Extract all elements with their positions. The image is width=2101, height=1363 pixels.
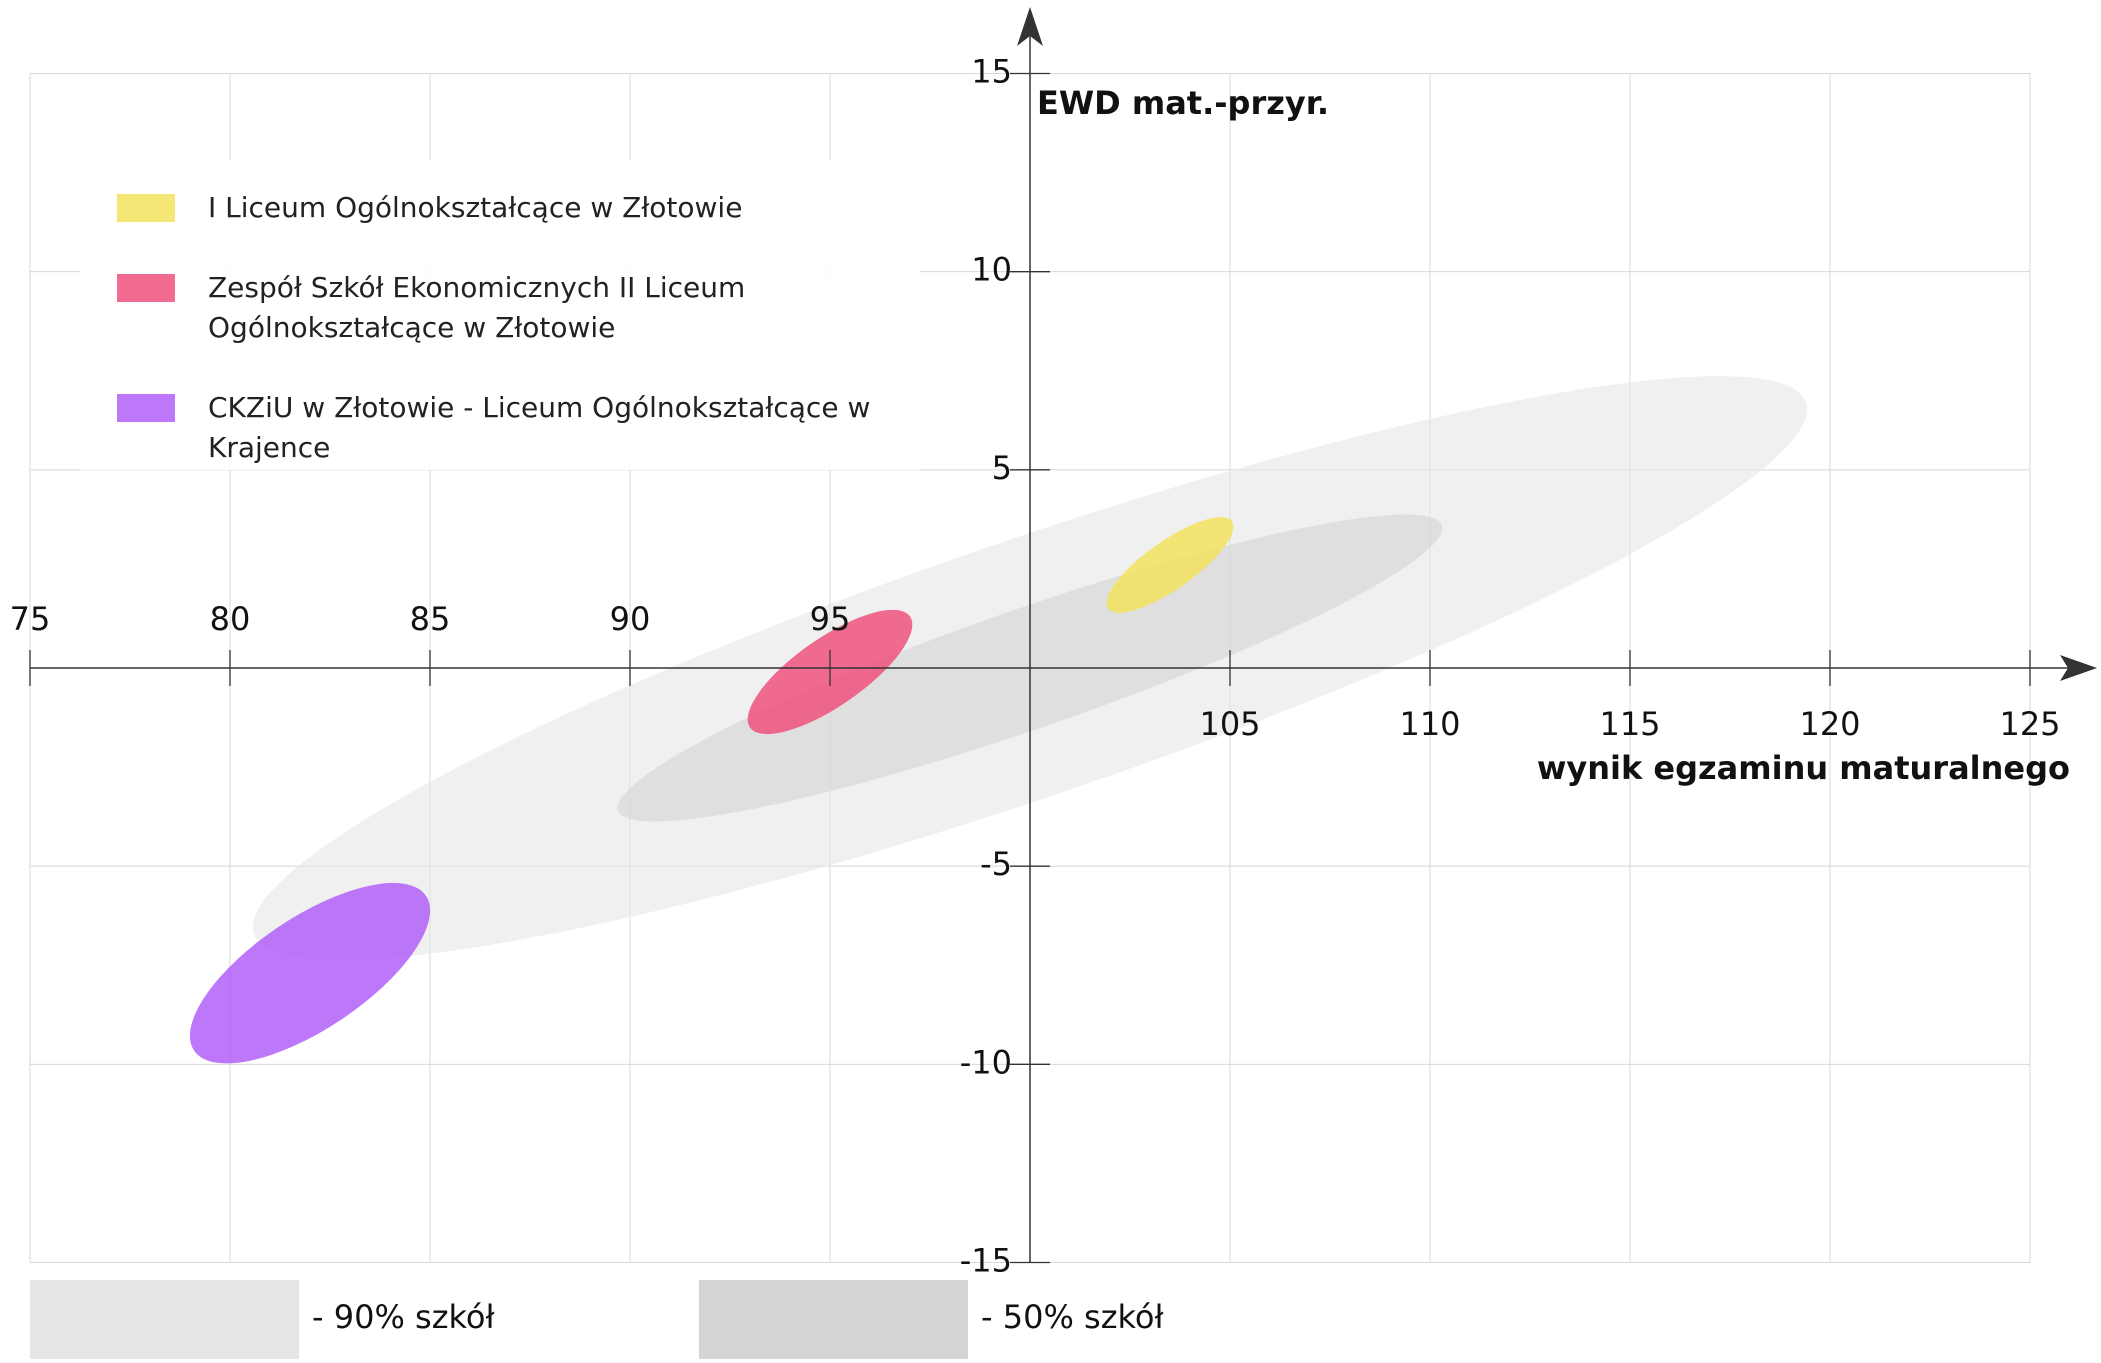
- legend-swatch: [117, 274, 175, 302]
- x-tick-label: 115: [1599, 705, 1660, 743]
- x-axis-title: wynik egzaminu maturalnego: [1537, 749, 2070, 787]
- legend-background: [80, 160, 920, 470]
- y-tick-label: -15: [960, 1242, 1012, 1280]
- y-tick-label: -10: [960, 1043, 1012, 1081]
- y-axis-arrow: [1017, 7, 1043, 46]
- y-tick-label: 5: [992, 449, 1012, 487]
- y-tick-label: 15: [971, 53, 1012, 91]
- band-label: - 50% szkół: [981, 1298, 1164, 1336]
- x-tick-label: 75: [10, 600, 51, 638]
- y-tick-label: -5: [980, 845, 1012, 883]
- y-axis-title: EWD mat.-przyr.: [1037, 84, 1329, 122]
- x-tick-label: 105: [1199, 705, 1260, 743]
- x-axis-arrow: [2060, 655, 2097, 681]
- x-tick-label: 85: [410, 600, 451, 638]
- band-label: - 90% szkół: [312, 1298, 495, 1336]
- x-tick-label: 90: [610, 600, 651, 638]
- band-swatch: [30, 1280, 299, 1359]
- y-tick-label: 10: [971, 251, 1012, 289]
- legend-label: I Liceum Ogólnokształcące w Złotowie: [208, 191, 743, 224]
- legend-label: CKZiU w Złotowie - Liceum Ogólnokształcą…: [208, 391, 871, 464]
- x-tick-label: 80: [210, 600, 251, 638]
- x-tick-label: 110: [1399, 705, 1460, 743]
- legend-swatch: [117, 194, 175, 222]
- legend-label: Zespół Szkół Ekonomicznych II Liceum Ogó…: [208, 271, 746, 344]
- legend-swatch: [117, 394, 175, 422]
- x-tick-label: 95: [810, 600, 851, 638]
- band-swatch: [699, 1280, 968, 1359]
- x-tick-label: 125: [1999, 705, 2060, 743]
- school-ellipse: [1106, 517, 1234, 613]
- school-ellipse: [189, 882, 431, 1064]
- x-tick-label: 120: [1799, 705, 1860, 743]
